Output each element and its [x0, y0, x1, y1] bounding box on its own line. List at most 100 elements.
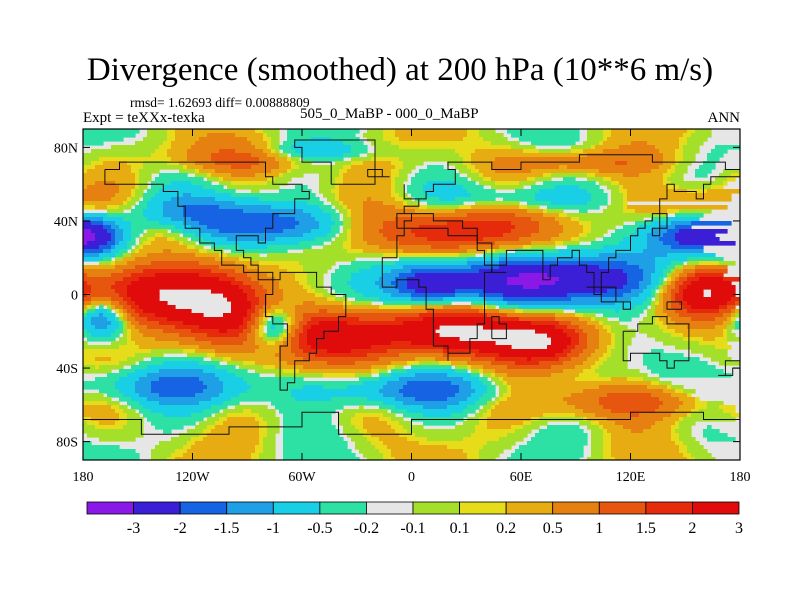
- field-cell: [123, 393, 140, 398]
- field-cell: [671, 261, 684, 266]
- y-tick-label: 40S: [56, 362, 78, 377]
- field-cell: [343, 181, 392, 186]
- field-cell: [383, 289, 400, 294]
- field-cell: [419, 361, 440, 366]
- field-cell: [587, 357, 600, 362]
- field-cell: [735, 325, 740, 330]
- field-cell: [327, 349, 352, 354]
- field-cell: [367, 353, 400, 358]
- field-cell: [375, 149, 456, 154]
- field-cell: [263, 337, 280, 342]
- field-cell: [87, 241, 108, 246]
- colorbar-label: -1: [267, 520, 280, 537]
- field-cell: [475, 413, 484, 418]
- field-cell: [583, 361, 596, 366]
- field-cell: [151, 357, 204, 362]
- field-cell: [303, 329, 308, 334]
- field-cell: [599, 265, 640, 270]
- field-cell: [399, 173, 408, 178]
- field-cell: [219, 181, 232, 186]
- field-cell: [131, 273, 156, 278]
- field-cell: [167, 149, 188, 154]
- field-cell: [395, 189, 404, 194]
- field-cell: [547, 425, 580, 430]
- field-cell: [187, 153, 212, 158]
- field-cell: [383, 225, 420, 230]
- coastline: [104, 161, 310, 281]
- field-cell: [463, 409, 476, 414]
- field-cell: [291, 157, 300, 162]
- field-cell: [399, 377, 464, 382]
- coastline: [83, 411, 740, 435]
- field-cell: [523, 425, 540, 430]
- field-cell: [131, 209, 144, 214]
- field-cell: [499, 309, 516, 314]
- field-cell: [583, 141, 600, 146]
- field-cell: [251, 141, 268, 146]
- field-cell: [219, 417, 228, 422]
- field-cell: [663, 389, 676, 394]
- field-cell: [663, 309, 676, 314]
- field-cell: [107, 229, 116, 234]
- field-cell: [667, 313, 680, 318]
- field-cell: [659, 277, 664, 282]
- field-cell: [83, 237, 96, 242]
- field-cell: [483, 445, 512, 450]
- field-cell: [147, 201, 164, 206]
- field-cell: [83, 397, 112, 402]
- field-cell: [147, 205, 164, 210]
- field-cell: [683, 333, 724, 338]
- experiment-label: Expt = teXXx-texka: [83, 110, 205, 126]
- field-cell: [603, 129, 612, 134]
- field-cell: [503, 233, 532, 238]
- field-cell: [631, 289, 644, 294]
- field-cell: [587, 173, 596, 178]
- x-tick-label: 0: [408, 470, 415, 485]
- field-cell: [359, 317, 396, 322]
- field-cell: [679, 425, 692, 430]
- field-cell: [335, 185, 340, 190]
- field-cell: [459, 401, 476, 406]
- field-cell: [523, 309, 564, 314]
- field-cell: [687, 301, 728, 306]
- field-cell: [611, 177, 664, 182]
- field-cell: [587, 457, 604, 460]
- field-cell: [319, 181, 336, 186]
- field-cell: [583, 409, 612, 414]
- field-cell: [83, 441, 92, 446]
- field-cell: [463, 161, 472, 166]
- field-cell: [587, 333, 600, 338]
- field-cell: [131, 329, 140, 334]
- field-cell: [675, 321, 724, 326]
- field-cell: [147, 253, 196, 258]
- field-cell: [291, 389, 380, 394]
- field-cell: [623, 285, 640, 290]
- field-cell: [283, 173, 304, 178]
- field-cell: [303, 285, 312, 290]
- field-cell: [259, 157, 276, 162]
- field-cell: [223, 381, 248, 386]
- field-cell: [611, 201, 624, 206]
- field-cell: [651, 273, 664, 278]
- field-cell: [647, 309, 656, 314]
- field-cell: [459, 169, 472, 174]
- field-cell: [211, 289, 244, 294]
- field-cell: [471, 205, 520, 210]
- field-cell: [83, 285, 92, 290]
- field-cell: [379, 417, 392, 422]
- field-cell: [287, 137, 312, 142]
- field-cell: [147, 365, 216, 370]
- field-cell: [531, 169, 600, 174]
- field-cell: [511, 133, 580, 138]
- field-cell: [383, 221, 448, 226]
- field-cell: [371, 369, 380, 374]
- field-cell: [723, 321, 732, 326]
- field-cell: [211, 269, 236, 274]
- field-cell: [663, 241, 680, 246]
- field-cell: [467, 133, 480, 138]
- field-cell: [199, 401, 224, 406]
- field-cell: [207, 249, 224, 254]
- field-cell: [127, 317, 136, 322]
- field-cell: [255, 369, 284, 374]
- field-cell: [683, 145, 700, 150]
